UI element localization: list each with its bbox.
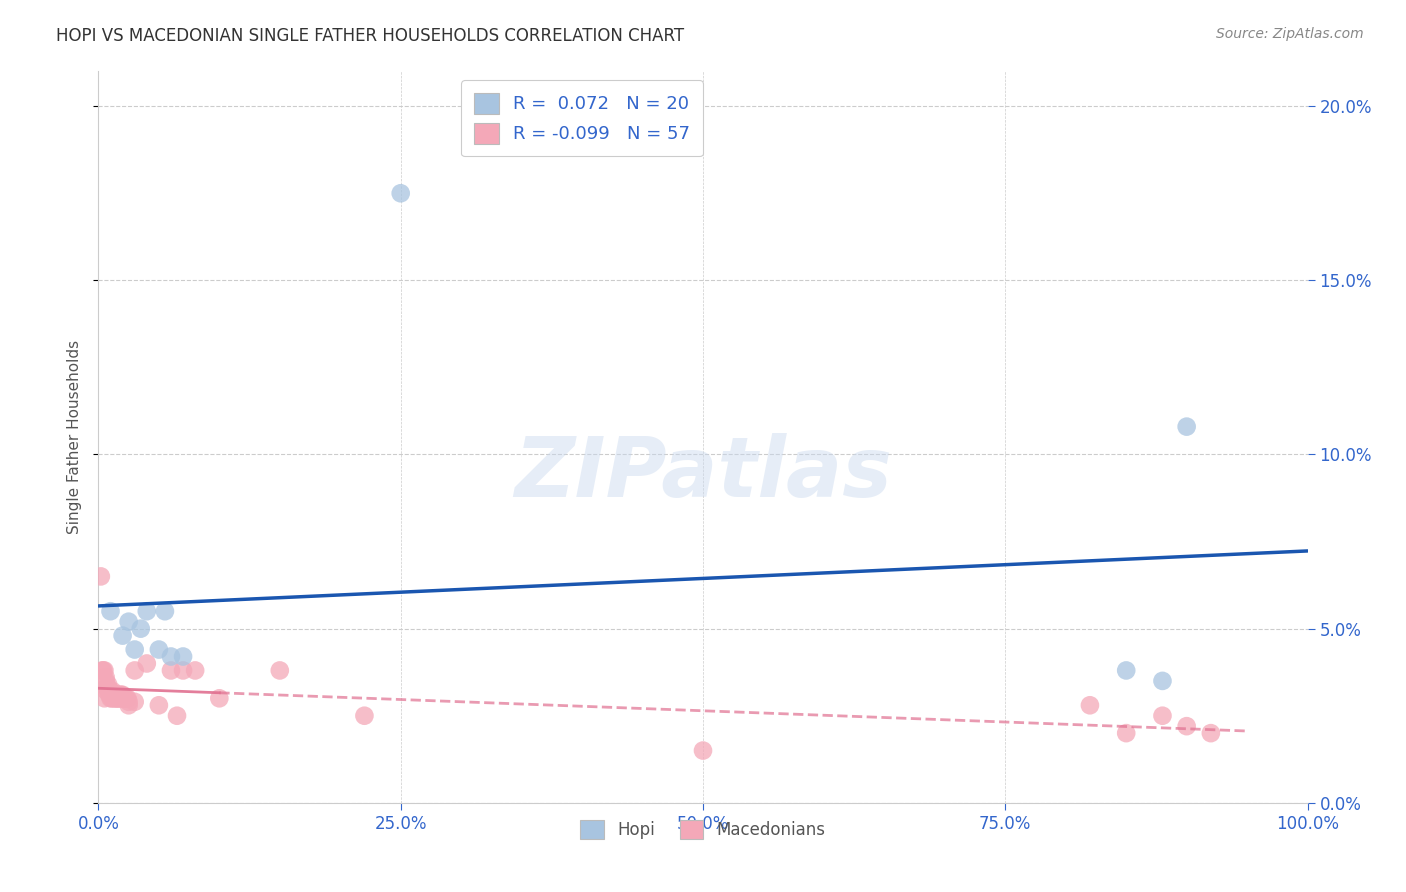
- Point: [104, 688, 127, 702]
- Point: [118, 698, 141, 713]
- Point: [98, 688, 121, 702]
- Point: [269, 664, 291, 678]
- Point: [101, 688, 124, 702]
- Point: [107, 688, 129, 702]
- Point: [94, 673, 117, 688]
- Point: [1199, 726, 1222, 740]
- Point: [108, 691, 131, 706]
- Point: [1175, 719, 1198, 733]
- Point: [108, 691, 131, 706]
- Point: [104, 691, 127, 706]
- Point: [108, 688, 131, 702]
- Point: [124, 695, 146, 709]
- Point: [148, 698, 170, 713]
- Point: [98, 684, 121, 698]
- Point: [1115, 664, 1137, 678]
- Point: [208, 691, 231, 706]
- Point: [117, 691, 139, 706]
- Point: [107, 691, 129, 706]
- Point: [184, 664, 207, 678]
- Point: [1115, 726, 1137, 740]
- Point: [101, 684, 124, 698]
- Point: [103, 691, 125, 706]
- Point: [100, 604, 122, 618]
- Point: [100, 691, 122, 706]
- Point: [100, 684, 122, 698]
- Point: [103, 688, 125, 702]
- Point: [353, 708, 375, 723]
- Point: [111, 629, 134, 643]
- Legend: Hopi, Macedonians: Hopi, Macedonians: [574, 814, 832, 846]
- Text: ZIPatlas: ZIPatlas: [515, 434, 891, 514]
- Point: [389, 186, 412, 201]
- Point: [166, 708, 188, 723]
- Point: [135, 604, 157, 618]
- Point: [105, 691, 128, 706]
- Point: [1078, 698, 1101, 713]
- Point: [172, 649, 194, 664]
- Point: [118, 615, 141, 629]
- Point: [124, 642, 146, 657]
- Point: [94, 670, 117, 684]
- Point: [90, 569, 112, 583]
- Point: [1152, 673, 1174, 688]
- Point: [112, 691, 135, 706]
- Point: [160, 649, 183, 664]
- Point: [115, 691, 138, 706]
- Point: [105, 688, 128, 702]
- Point: [129, 622, 152, 636]
- Point: [93, 691, 115, 706]
- Point: [172, 664, 194, 678]
- Point: [97, 681, 120, 695]
- Text: Source: ZipAtlas.com: Source: ZipAtlas.com: [1216, 27, 1364, 41]
- Point: [118, 695, 141, 709]
- Point: [96, 681, 118, 695]
- Y-axis label: Single Father Households: Single Father Households: [67, 340, 83, 534]
- Point: [160, 664, 183, 678]
- Point: [97, 677, 120, 691]
- Point: [153, 604, 176, 618]
- Point: [148, 642, 170, 657]
- Point: [110, 688, 132, 702]
- Point: [111, 688, 134, 702]
- Point: [114, 691, 136, 706]
- Point: [692, 743, 714, 757]
- Text: HOPI VS MACEDONIAN SINGLE FATHER HOUSEHOLDS CORRELATION CHART: HOPI VS MACEDONIAN SINGLE FATHER HOUSEHO…: [56, 27, 685, 45]
- Point: [91, 664, 114, 678]
- Point: [100, 688, 122, 702]
- Point: [135, 657, 157, 671]
- Point: [124, 664, 146, 678]
- Point: [100, 691, 122, 706]
- Point: [91, 664, 114, 678]
- Point: [1152, 708, 1174, 723]
- Point: [1175, 419, 1198, 434]
- Point: [111, 691, 134, 706]
- Point: [100, 688, 122, 702]
- Point: [93, 664, 115, 678]
- Point: [96, 684, 118, 698]
